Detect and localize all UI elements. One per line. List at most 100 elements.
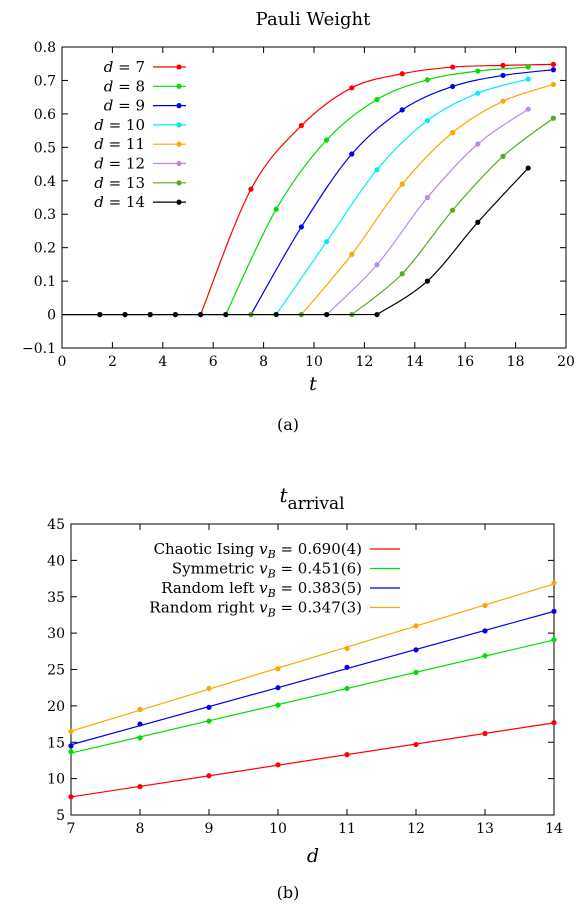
panel-b-x-tick-label: 10	[269, 821, 287, 837]
data-point	[424, 194, 430, 201]
panel-a-pauli-weight: Pauli Weight 0 2 4 6 8 10 12 14 16 18 20−0.100.10.…	[22, 9, 575, 434]
data-point	[399, 181, 405, 187]
panel-a-y-tick-label: 0.7	[34, 73, 56, 89]
data-point	[424, 77, 430, 83]
data-point	[275, 666, 281, 672]
panel-a-axes: 0 2 4 6 8 10 12 14 16 18 20−0.100.10.20.30.40.50.6…	[22, 40, 575, 370]
data-point	[198, 311, 204, 318]
panel-b-y-tick-label: 5	[56, 808, 65, 824]
data-point	[450, 64, 456, 70]
panel-b-x-tick-label: 14	[545, 821, 563, 837]
panel-b-axes: 7 8 9 10 11 12 13 14 5 10 15 20 25 30 35 40 45	[47, 517, 563, 837]
data-point	[324, 311, 330, 318]
data-point	[450, 130, 456, 136]
data-point	[551, 637, 557, 643]
series-chaotic-ising	[68, 720, 557, 800]
data-point	[349, 85, 355, 91]
fit-line	[70, 610, 555, 746]
data-point	[344, 664, 350, 670]
panel-a-x-tick-label: 2	[108, 354, 117, 370]
panel-a-title: Pauli Weight	[256, 9, 371, 30]
data-point	[137, 706, 143, 713]
data-point	[475, 68, 481, 74]
panel-b-y-tick-label: 20	[47, 699, 65, 715]
data-point	[374, 311, 380, 318]
legend-label-d-12: d = 12	[94, 155, 145, 173]
fit-line	[70, 722, 555, 798]
panel-a-x-tick-label: 0	[58, 354, 67, 370]
legend-swatch-point	[176, 180, 182, 186]
series-line-curve	[225, 66, 529, 315]
legend-label-random-left: Random left vB = 0.383(5)	[161, 579, 362, 600]
legend-swatch-point	[176, 199, 182, 205]
panel-a-y-tick-label: −0.1	[22, 341, 56, 357]
data-point	[248, 186, 254, 192]
data-point	[482, 653, 488, 659]
data-point	[550, 61, 557, 67]
data-point	[68, 749, 74, 755]
data-point	[525, 165, 531, 171]
data-point	[147, 311, 153, 318]
data-point	[424, 117, 430, 124]
panel-a-y-tick-label: 0.6	[34, 107, 56, 123]
data-point	[344, 685, 350, 692]
data-point	[206, 773, 212, 779]
data-point	[172, 311, 178, 318]
data-point	[399, 271, 405, 277]
panel-a-y-tick-label: 0.4	[34, 174, 56, 190]
panel-b-y-tick-label: 15	[47, 735, 65, 751]
panel-a-y-tick-label: 0.1	[34, 274, 56, 290]
data-point	[324, 137, 330, 143]
panel-b-caption: (b)	[277, 883, 300, 902]
legend-swatch-point	[176, 122, 182, 128]
data-point	[298, 122, 304, 129]
data-point	[275, 685, 281, 691]
panel-a-y-tick-label: 0.2	[34, 241, 56, 257]
panel-a-x-axis-label: t	[309, 373, 317, 395]
panel-b-title: tarrival	[279, 483, 344, 514]
panel-a-x-tick-label: 16	[456, 354, 474, 370]
data-point	[324, 239, 330, 245]
legend-label-d-7: d = 7	[104, 58, 145, 76]
data-point	[137, 784, 143, 790]
data-point	[68, 743, 74, 749]
data-point	[550, 115, 557, 121]
data-point	[349, 151, 355, 157]
legend-label-d-9: d = 9	[104, 97, 145, 115]
panel-b-x-tick-label: 7	[67, 821, 76, 837]
legend-swatch-point	[176, 103, 182, 109]
panel-b-y-tick-label: 40	[47, 553, 65, 569]
series-line-curve	[376, 167, 529, 316]
data-point	[399, 107, 405, 113]
data-point	[374, 167, 380, 173]
legend-label-d-13: d = 13	[94, 174, 145, 192]
data-point	[500, 153, 506, 159]
data-point	[450, 83, 456, 90]
data-point	[275, 762, 281, 768]
panel-a-x-tick-label: 8	[259, 354, 268, 370]
series-d-14	[62, 165, 531, 318]
panel-b-arrival-time: tarrival 7 8 9 10 11 12 13 1451015202530354045 …	[47, 483, 563, 902]
legend-swatch-point	[176, 160, 182, 167]
data-point	[122, 311, 128, 318]
panel-b-y-tick-label: 10	[47, 772, 65, 788]
data-point	[206, 685, 212, 692]
panel-b-y-tick-label: 30	[47, 626, 65, 642]
legend-swatch-point	[176, 64, 182, 70]
data-point	[550, 81, 557, 88]
panel-a-x-tick-label: 4	[158, 354, 167, 370]
panel-a-y-tick-label: 0	[47, 308, 56, 324]
panel-b-series	[68, 580, 557, 800]
data-point	[525, 64, 531, 70]
data-point	[482, 628, 488, 634]
legend-label-d-11: d = 11	[94, 135, 145, 153]
data-point	[206, 704, 212, 710]
legend-swatch-point	[176, 83, 182, 89]
series-line-curve	[250, 69, 554, 315]
panel-a-series	[62, 61, 557, 318]
series-line-curve	[200, 63, 554, 315]
data-point	[551, 580, 557, 586]
data-point	[399, 71, 405, 77]
series-line-curve	[326, 108, 529, 315]
